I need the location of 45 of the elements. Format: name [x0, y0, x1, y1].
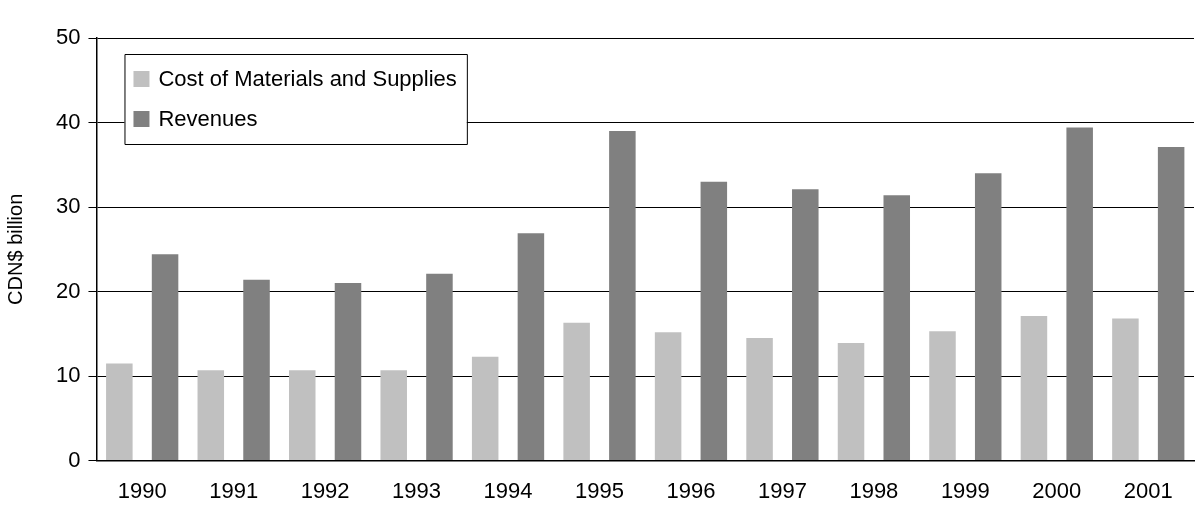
x-tick-label: 1994	[483, 477, 533, 503]
bar	[151, 254, 179, 461]
x-tick-label: 2001	[1123, 477, 1173, 503]
x-tick-label: 1993	[392, 477, 442, 503]
x-tick-label: 1995	[575, 477, 624, 503]
x-tick-label: 1996	[666, 477, 716, 503]
bar	[1066, 127, 1093, 461]
legend-label: Revenues	[158, 106, 258, 132]
bar	[106, 363, 133, 461]
y-tick-label: 50	[55, 24, 81, 50]
x-tick-label: 2000	[1032, 477, 1082, 503]
bar	[974, 173, 1002, 461]
bar	[929, 331, 956, 461]
bar	[426, 273, 453, 461]
y-tick-label: 0	[68, 446, 81, 472]
bar	[609, 130, 636, 461]
y-tick-label: 20	[55, 277, 81, 303]
bar	[792, 189, 819, 461]
x-tick-label: 1990	[117, 477, 167, 503]
x-tick-label: 1991	[209, 477, 259, 503]
y-axis-title: CDN$ billion	[3, 193, 26, 305]
bar	[197, 370, 225, 461]
bar	[380, 370, 407, 461]
y-tick-label: 10	[55, 362, 81, 388]
y-tick-label: 30	[55, 193, 81, 219]
bar	[700, 181, 728, 461]
bar	[1157, 147, 1185, 461]
legend-label: Cost of Materials and Supplies	[158, 66, 457, 92]
bar	[471, 356, 499, 461]
bar	[837, 343, 865, 461]
x-tick-label: 1999	[940, 477, 990, 503]
bar	[883, 195, 911, 461]
x-tick-label: 1997	[757, 477, 807, 503]
bar	[334, 283, 362, 461]
bar	[654, 332, 682, 461]
x-tick-label: 1998	[849, 477, 899, 503]
bar	[1112, 318, 1139, 461]
bar	[563, 322, 590, 461]
bar	[517, 233, 545, 461]
y-tick-label: 40	[55, 108, 81, 134]
bar	[289, 370, 316, 461]
x-tick-label: 1992	[300, 477, 350, 503]
bar	[1020, 316, 1048, 461]
bar	[243, 279, 270, 461]
bar	[746, 338, 773, 461]
